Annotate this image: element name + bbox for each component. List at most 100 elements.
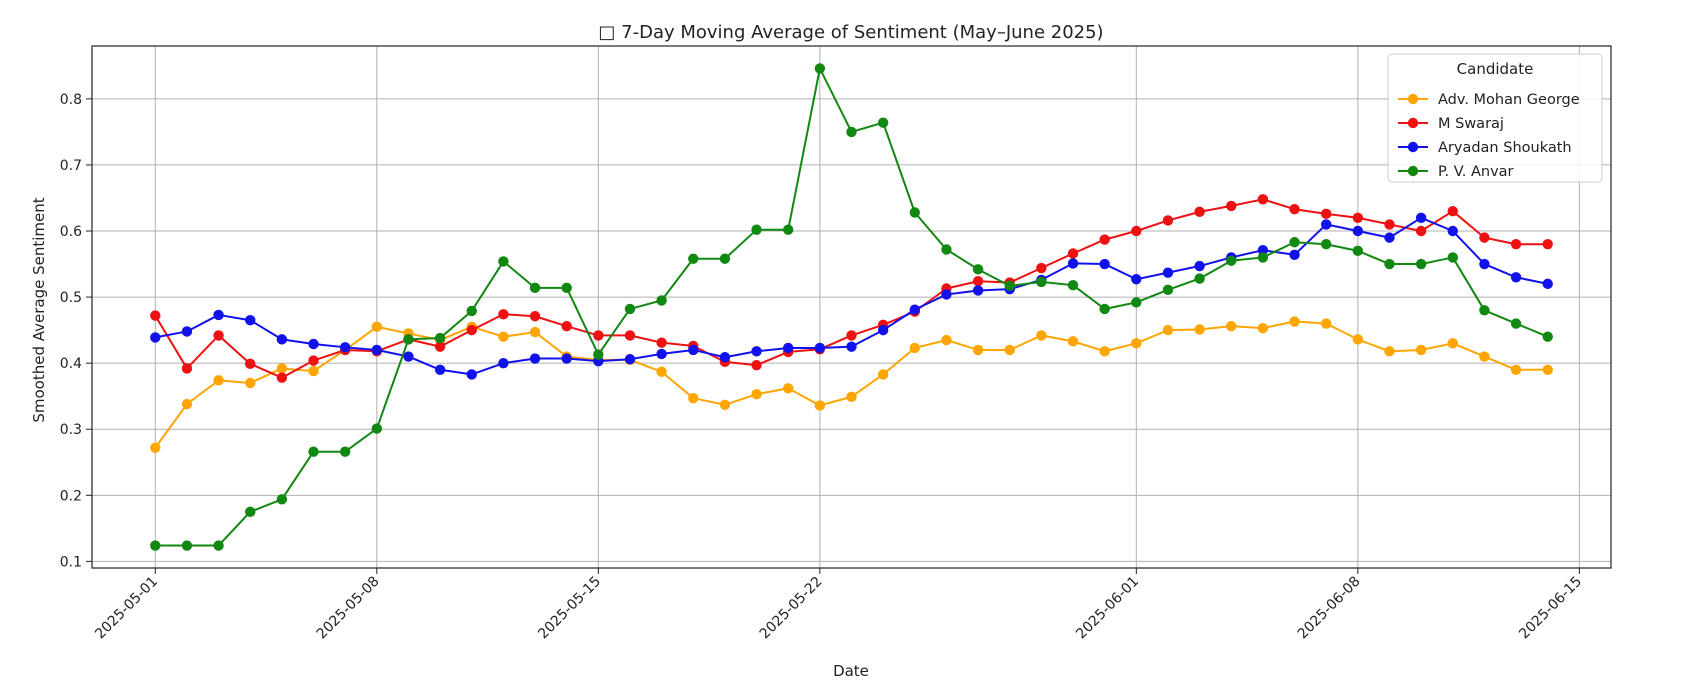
- data-point: [1384, 258, 1395, 270]
- data-point: [1036, 330, 1047, 341]
- data-point: [877, 369, 889, 380]
- data-point: [150, 332, 161, 343]
- data-point: [181, 326, 193, 337]
- y-tick-label: 0.3: [60, 422, 82, 438]
- x-tick-label: 2025-05-22: [757, 574, 826, 643]
- data-point: [276, 363, 288, 374]
- data-point: [1036, 276, 1047, 288]
- data-point: [1479, 351, 1490, 362]
- data-point: [308, 365, 319, 377]
- data-point: [1004, 344, 1015, 356]
- data-point: [1257, 194, 1269, 205]
- data-point: [339, 342, 351, 353]
- x-tick-label: 2025-06-15: [1516, 574, 1585, 643]
- series-2: [150, 212, 1553, 380]
- data-point: [1415, 225, 1427, 237]
- x-tick-label: 2025-05-15: [535, 574, 604, 643]
- data-point: [941, 244, 952, 255]
- data-point: [1447, 338, 1458, 349]
- data-point: [1194, 206, 1205, 218]
- data-point: [1257, 322, 1269, 334]
- data-point: [371, 321, 383, 333]
- data-point: [1447, 252, 1458, 263]
- data-point: [593, 349, 604, 360]
- data-point: [877, 117, 889, 128]
- legend-item: M Swaraj: [1398, 116, 1504, 132]
- data-point: [1542, 239, 1553, 250]
- legend-item: Aryadan Shoukath: [1398, 140, 1572, 156]
- data-point: [308, 355, 319, 366]
- data-point: [624, 303, 636, 315]
- data-point: [909, 342, 920, 354]
- data-point: [751, 389, 762, 400]
- data-point: [1384, 232, 1395, 243]
- data-point: [1447, 205, 1458, 217]
- data-point: [498, 309, 509, 320]
- data-point: [561, 282, 572, 294]
- data-point: [1131, 274, 1142, 285]
- data-point: [1226, 200, 1237, 212]
- data-point: [656, 366, 667, 377]
- data-point: [371, 423, 383, 434]
- x-tick-label: 2025-06-01: [1073, 574, 1142, 643]
- data-point: [1510, 364, 1522, 375]
- data-point: [814, 400, 826, 411]
- data-point: [434, 341, 446, 352]
- data-point: [877, 324, 889, 336]
- data-point: [561, 353, 572, 364]
- data-point: [624, 330, 636, 341]
- data-point: [1479, 305, 1490, 316]
- data-point: [1510, 272, 1522, 283]
- data-point: [1542, 278, 1553, 290]
- data-point: [1099, 258, 1110, 270]
- data-point: [972, 285, 984, 296]
- data-point: [529, 311, 541, 322]
- data-point: [1226, 320, 1237, 332]
- data-point: [245, 358, 256, 370]
- data-point: [719, 352, 731, 363]
- legend-label: M Swaraj: [1438, 116, 1504, 132]
- data-point: [1479, 258, 1490, 270]
- data-point: [1415, 258, 1427, 270]
- data-point: [1099, 346, 1110, 357]
- data-point: [1099, 234, 1110, 245]
- data-point: [1479, 232, 1490, 243]
- data-point: [1289, 249, 1300, 260]
- data-point: [1352, 245, 1364, 257]
- data-point: [1162, 215, 1174, 226]
- data-point: [1194, 324, 1205, 335]
- data-point: [213, 330, 224, 341]
- data-point: [561, 320, 572, 332]
- data-point: [1415, 344, 1427, 356]
- data-point: [1320, 318, 1332, 329]
- y-tick-label: 0.5: [60, 290, 82, 306]
- data-point: [308, 338, 319, 350]
- data-point: [1194, 273, 1205, 284]
- data-point: [466, 324, 477, 336]
- data-point: [1004, 280, 1015, 292]
- data-point: [1257, 252, 1269, 263]
- data-point: [1289, 237, 1300, 248]
- data-point: [719, 399, 731, 410]
- data-point: [1194, 260, 1205, 272]
- data-point: [719, 253, 731, 264]
- data-point: [1067, 248, 1079, 259]
- data-point: [245, 377, 256, 389]
- legend-label: P. V. Anvar: [1438, 164, 1514, 180]
- grid-lines: [92, 46, 1611, 568]
- x-axis-title: Date: [833, 662, 869, 680]
- data-point: [371, 344, 383, 356]
- series-layer: [150, 63, 1553, 551]
- data-point: [783, 224, 794, 235]
- data-point: [1257, 244, 1269, 256]
- data-point: [688, 344, 699, 356]
- series-3: [150, 63, 1553, 551]
- data-point: [150, 310, 161, 321]
- x-tick-label: 2025-05-08: [314, 574, 383, 643]
- data-point: [656, 337, 667, 348]
- data-point: [1542, 364, 1553, 375]
- plot-frame: [91, 45, 1612, 569]
- data-point: [213, 309, 224, 321]
- data-point: [751, 224, 762, 235]
